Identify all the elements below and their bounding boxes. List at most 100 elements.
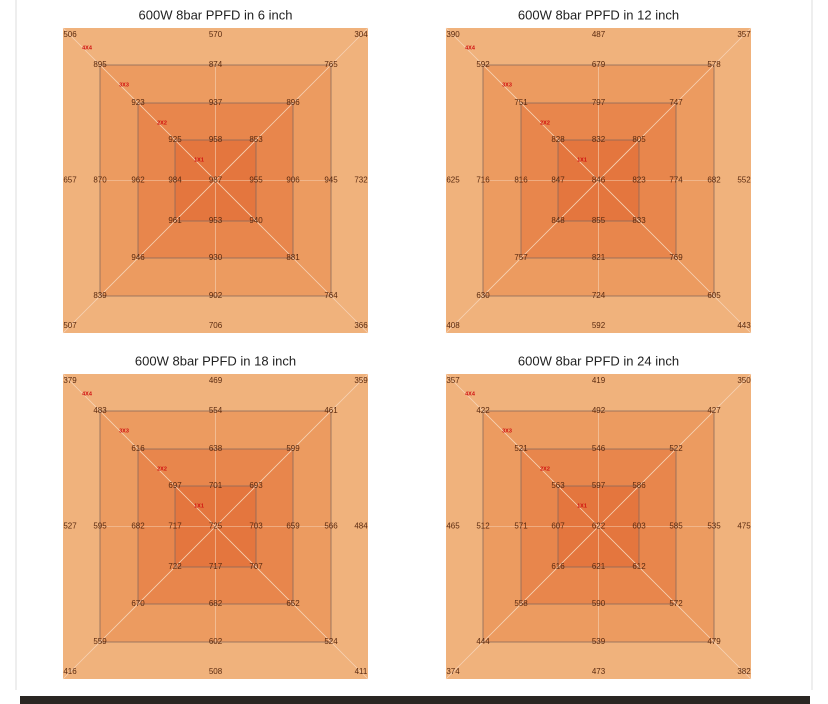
zone-label: 2X2 — [157, 120, 167, 126]
ppfd-value: 592 — [592, 321, 606, 330]
ppfd-value: 638 — [209, 444, 223, 453]
ppfd-value: 572 — [669, 599, 683, 608]
ppfd-value: 422 — [476, 406, 490, 415]
ppfd-value: 612 — [632, 562, 646, 571]
ppfd-value: 559 — [93, 637, 107, 646]
ppfd-value: 522 — [669, 444, 683, 453]
zone-label: 4X4 — [82, 45, 93, 51]
ppfd-value: 946 — [131, 253, 145, 262]
ppfd-value: 895 — [93, 60, 107, 69]
ppfd-value: 603 — [632, 522, 646, 531]
zone-label: 2X2 — [157, 466, 167, 472]
ppfd-value: 578 — [707, 60, 721, 69]
zone-label: 3X3 — [502, 428, 512, 434]
ppfd-value: 621 — [592, 562, 606, 571]
ppfd-value: 832 — [592, 135, 606, 144]
ppfd-value: 833 — [632, 216, 646, 225]
ppfd-value: 535 — [707, 522, 721, 531]
panel-title: 600W 8bar PPFD in 18 inch — [135, 353, 296, 368]
ppfd-value: 724 — [592, 291, 606, 300]
ppfd-value: 512 — [476, 522, 490, 531]
ppfd-value: 469 — [209, 376, 223, 385]
ppfd-value: 764 — [324, 291, 338, 300]
ppfd-value: 546 — [592, 444, 606, 453]
zone-label: 1X1 — [194, 503, 204, 509]
ppfd-value: 722 — [168, 562, 182, 571]
ppfd-value: 554 — [209, 406, 223, 415]
ppfd-value: 419 — [592, 376, 606, 385]
zone-label: 2X2 — [540, 120, 550, 126]
ppfd-value: 940 — [249, 216, 263, 225]
ppfd-value: 599 — [286, 444, 300, 453]
ppfd-value: 552 — [737, 176, 751, 185]
ppfd-value: 585 — [669, 522, 683, 531]
ppfd-value: 757 — [514, 253, 528, 262]
ppfd-value: 487 — [592, 30, 606, 39]
ppfd-value: 769 — [669, 253, 683, 262]
bottom-strip — [20, 696, 810, 704]
ppfd-value: 304 — [354, 30, 368, 39]
ppfd-value: 925 — [168, 135, 182, 144]
ppfd-value: 870 — [93, 176, 107, 185]
ppfd-value: 839 — [93, 291, 107, 300]
ppfd-value: 823 — [632, 176, 646, 185]
ppfd-value: 616 — [131, 444, 145, 453]
ppfd-value: 682 — [707, 176, 721, 185]
ppfd-value: 805 — [632, 135, 646, 144]
ppfd-value: 359 — [354, 376, 368, 385]
ppfd-value: 484 — [354, 522, 368, 531]
ppfd-value: 390 — [446, 30, 460, 39]
ppfd-value: 853 — [249, 135, 263, 144]
zone-label: 1X1 — [194, 157, 204, 163]
ppfd-value: 906 — [286, 176, 300, 185]
ppfd-value: 751 — [514, 98, 528, 107]
ppfd-value: 616 — [551, 562, 565, 571]
zone-label: 4X4 — [465, 45, 476, 51]
ppfd-value: 521 — [514, 444, 528, 453]
ppfd-value: 953 — [209, 216, 223, 225]
ppfd-value: 507 — [63, 321, 77, 330]
ppfd-value: 945 — [324, 176, 338, 185]
ppfd-value: 408 — [446, 321, 460, 330]
ppfd-value: 508 — [209, 667, 223, 676]
ppfd-value: 492 — [592, 406, 606, 415]
ppfd-value: 539 — [592, 637, 606, 646]
ppfd-value: 524 — [324, 637, 338, 646]
ppfd-value: 479 — [707, 637, 721, 646]
ppfd-value: 958 — [209, 135, 223, 144]
ppfd-value: 703 — [249, 522, 263, 531]
ppfd-value: 461 — [324, 406, 338, 415]
ppfd-value: 747 — [669, 98, 683, 107]
ppfd-value: 693 — [249, 481, 263, 490]
ppfd-value: 881 — [286, 253, 300, 262]
ppfd-value: 607 — [551, 522, 565, 531]
ppfd-value: 706 — [209, 321, 223, 330]
ppfd-value: 527 — [63, 522, 77, 531]
ppfd-value: 717 — [168, 522, 182, 531]
ppfd-center: 725 — [209, 522, 223, 531]
ppfd-value: 923 — [131, 98, 145, 107]
panel-title: 600W 8bar PPFD in 12 inch — [518, 7, 679, 22]
zone-label: 3X3 — [502, 82, 512, 88]
ppfd-value: 955 — [249, 176, 263, 185]
ppfd-center: 846 — [592, 176, 606, 185]
ppfd-value: 483 — [93, 406, 107, 415]
ppfd-value: 902 — [209, 291, 223, 300]
ppfd-value: 625 — [446, 176, 460, 185]
ppfd-value: 597 — [592, 481, 606, 490]
ppfd-value: 506 — [63, 30, 77, 39]
ppfd-value: 652 — [286, 599, 300, 608]
ppfd-value: 475 — [737, 522, 751, 531]
zone-label: 1X1 — [577, 157, 587, 163]
ppfd-value: 379 — [63, 376, 77, 385]
ppfd-value: 444 — [476, 637, 490, 646]
ppfd-value: 707 — [249, 562, 263, 571]
ppfd-value: 716 — [476, 176, 490, 185]
zone-label: 1X1 — [577, 503, 587, 509]
ppfd-value: 357 — [446, 376, 460, 385]
zone-label: 3X3 — [119, 82, 129, 88]
ppfd-value: 659 — [286, 522, 300, 531]
ppfd-value: 566 — [324, 522, 338, 531]
